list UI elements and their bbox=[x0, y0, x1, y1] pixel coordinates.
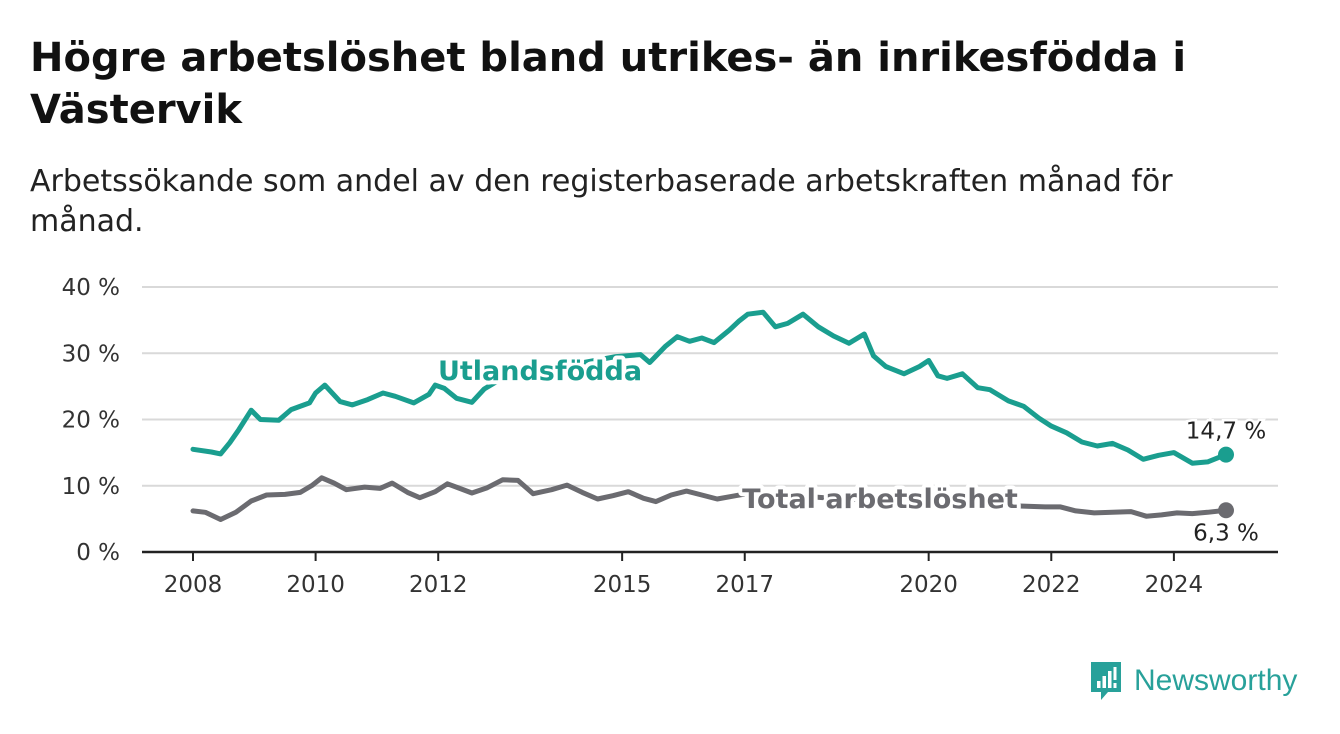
x-tick-label: 2017 bbox=[715, 572, 774, 598]
series-end-label: 6,3 % bbox=[1193, 520, 1259, 546]
x-tick-label: 2015 bbox=[593, 572, 652, 598]
x-tick-label: 2012 bbox=[409, 572, 468, 598]
x-tick-label: 2008 bbox=[164, 572, 223, 598]
series-end-marker bbox=[1218, 446, 1234, 463]
newsworthy-logo-icon bbox=[1091, 662, 1121, 700]
y-tick-label: 20 % bbox=[62, 408, 120, 434]
series-line-total bbox=[190, 475, 1229, 522]
x-tick-label: 2020 bbox=[899, 572, 958, 598]
x-tick-label: 2024 bbox=[1145, 572, 1204, 598]
y-tick-label: 10 % bbox=[62, 474, 120, 500]
chart-title: Högre arbetslöshet bland utrikes- än inr… bbox=[30, 35, 1187, 133]
brand-logo: Newsworthy bbox=[1088, 660, 1297, 702]
x-tick-label: 2022 bbox=[1022, 572, 1081, 598]
series-end-label: 14,7 % bbox=[1186, 419, 1266, 445]
x-tick-label: 2010 bbox=[286, 572, 345, 598]
y-tick-label: 0 % bbox=[76, 540, 120, 566]
series-label-utlandsfodda: Utlandsfödda bbox=[438, 356, 642, 387]
y-tick-label: 30 % bbox=[62, 341, 120, 367]
brand-name: Newsworthy bbox=[1134, 664, 1298, 697]
series-line-utlandsfodda bbox=[190, 309, 1229, 466]
chart-subtitle: Arbetssökande som andel av den registerb… bbox=[30, 164, 1173, 239]
series-end-marker bbox=[1218, 502, 1234, 519]
y-tick-label: 40 % bbox=[62, 275, 120, 301]
series-label-total: Total arbetslöshet bbox=[742, 484, 1018, 515]
